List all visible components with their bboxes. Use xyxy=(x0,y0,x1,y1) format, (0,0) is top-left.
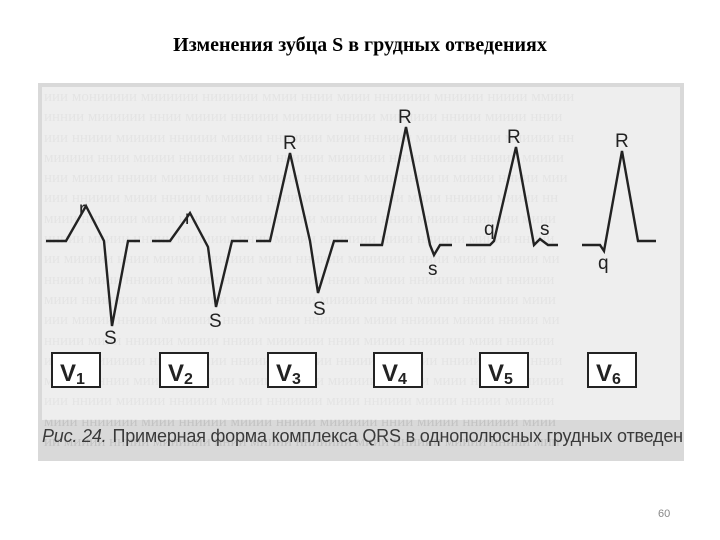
trace-v3 xyxy=(256,152,348,294)
wave-label: R xyxy=(283,133,297,154)
lead-box-v5 xyxy=(479,352,529,388)
lead-box-v6 xyxy=(587,352,637,388)
lead-box-v4 xyxy=(373,352,423,388)
lead-label: V5 xyxy=(488,360,513,388)
wave-label: R xyxy=(398,107,412,128)
lead-label: V2 xyxy=(168,360,193,388)
ecg-backing xyxy=(42,87,680,420)
wave-label: s xyxy=(540,219,550,240)
figure-caption: Рис. 24. Примерная форма комплекса QRS в … xyxy=(42,426,684,447)
trace-v4 xyxy=(360,126,452,258)
wave-label: R xyxy=(507,127,521,148)
lead-box-v3 xyxy=(267,352,317,388)
wave-label: q xyxy=(598,253,609,274)
figure-image: иии мониииии мииииии нииииии ммии ннии м… xyxy=(38,83,684,461)
figure-caption-label: Рис. 24. xyxy=(42,426,107,446)
trace-v1 xyxy=(46,203,140,327)
lead-label: V3 xyxy=(276,360,301,388)
trace-v2 xyxy=(152,210,248,308)
wave-label: r xyxy=(79,199,86,220)
lead-label: V4 xyxy=(382,360,407,388)
lead-label: V1 xyxy=(60,360,85,388)
wave-label: S xyxy=(209,311,222,332)
lead-label: V6 xyxy=(596,360,621,388)
wave-label: r xyxy=(185,208,192,229)
wave-label: R xyxy=(615,131,629,152)
figure-caption-text: Примерная форма комплекса QRS в однополю… xyxy=(112,426,684,446)
slide-title: Изменения зубца S в грудных отведениях xyxy=(173,34,547,56)
ecg-diagram-panel: r S r S R S R s R q s R q xyxy=(42,87,680,420)
wave-label: S xyxy=(313,299,326,320)
lead-box-v2 xyxy=(159,352,209,388)
lead-box-v1 xyxy=(51,352,101,388)
trace-v6 xyxy=(582,150,656,255)
ecg-diagram: r S r S R S R s R q s R q xyxy=(42,87,680,420)
wave-label: q xyxy=(484,219,495,240)
page-number: 60 xyxy=(658,508,671,520)
wave-label: s xyxy=(428,259,438,280)
trace-v5 xyxy=(466,146,558,248)
wave-label: S xyxy=(104,328,117,349)
